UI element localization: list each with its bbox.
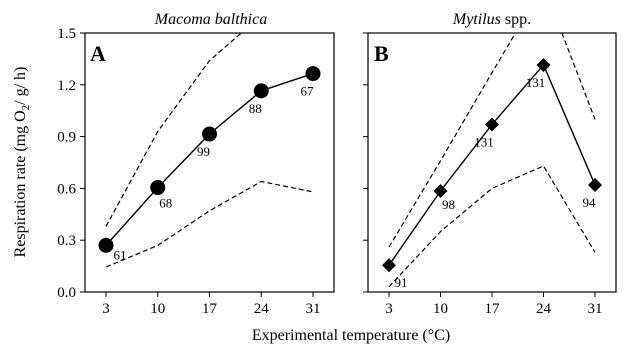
data-point [382, 258, 396, 273]
data-point [433, 183, 448, 198]
upper-bound-line [388, 32, 517, 248]
panel-b-title-genus: Mytilus [452, 11, 501, 28]
upper-bound-line [561, 32, 596, 120]
data-point [150, 180, 166, 196]
data-label: 98 [442, 197, 455, 212]
mean-line [105, 72, 314, 246]
x-tick-label: 10 [150, 301, 165, 317]
data-point [98, 237, 114, 253]
data-label: 94 [583, 195, 597, 210]
panel-b-title: Mytilus spp. [452, 11, 531, 28]
y-tick-label: 1.5 [57, 26, 76, 42]
data-point [588, 177, 602, 192]
data-label: 99 [197, 144, 210, 159]
data-label: 131 [474, 135, 494, 150]
panel-a-title: Macoma balthica [154, 11, 267, 28]
y-tick-label: 0.0 [57, 285, 76, 301]
panel-a-letter: A [90, 41, 106, 66]
lower-bound-line [105, 180, 314, 268]
data-label: 131 [526, 75, 546, 90]
panel-b: 3 10 17 24 31 91 98 131 131 94 [363, 32, 603, 317]
data-point [253, 83, 269, 99]
data-label: 88 [249, 101, 262, 116]
y-axis-title: Respiration rate (mg O2/ g/ h) [12, 67, 32, 258]
data-label: 91 [395, 275, 408, 290]
x-axis-title: Experimental temperature (°C) [252, 327, 450, 344]
y-tick-label: 0.9 [57, 130, 76, 146]
chart-panels: 3 10 17 24 31 0.0 0.3 0.6 0.9 1.2 1.5 61 68 99 88 67 3 10… [57, 26, 602, 317]
data-label: 67 [301, 84, 315, 99]
data-label: 61 [114, 247, 127, 262]
data-point [202, 126, 217, 142]
y-axis-title-subscript: 2 [20, 105, 32, 111]
y-tick-label: 0.3 [57, 233, 76, 249]
x-tick-label: 3 [102, 301, 110, 317]
lower-bound-line [388, 165, 596, 288]
x-tick-label: 24 [536, 301, 552, 317]
mean-line [388, 63, 596, 266]
y-tick-label: 1.2 [57, 78, 76, 94]
x-tick-label: 31 [588, 301, 603, 317]
upper-bound-line [105, 32, 242, 227]
x-tick-label: 3 [385, 301, 393, 317]
y-tick-label: 0.6 [57, 181, 76, 197]
panel-a: 3 10 17 24 31 0.0 0.3 0.6 0.9 1.2 1.5 61 68 99 88 67 [57, 26, 321, 317]
x-tick-label: 31 [306, 301, 321, 317]
data-point [536, 57, 551, 72]
panel-b-letter: B [374, 41, 389, 66]
x-tick-label: 17 [485, 301, 501, 317]
data-point [485, 117, 499, 132]
panel-b-title-suffix: spp. [501, 11, 531, 28]
x-tick-label: 24 [254, 301, 270, 317]
data-label: 68 [159, 196, 172, 211]
x-tick-label: 17 [202, 301, 218, 317]
x-tick-label: 10 [433, 301, 448, 317]
data-point [305, 66, 321, 82]
